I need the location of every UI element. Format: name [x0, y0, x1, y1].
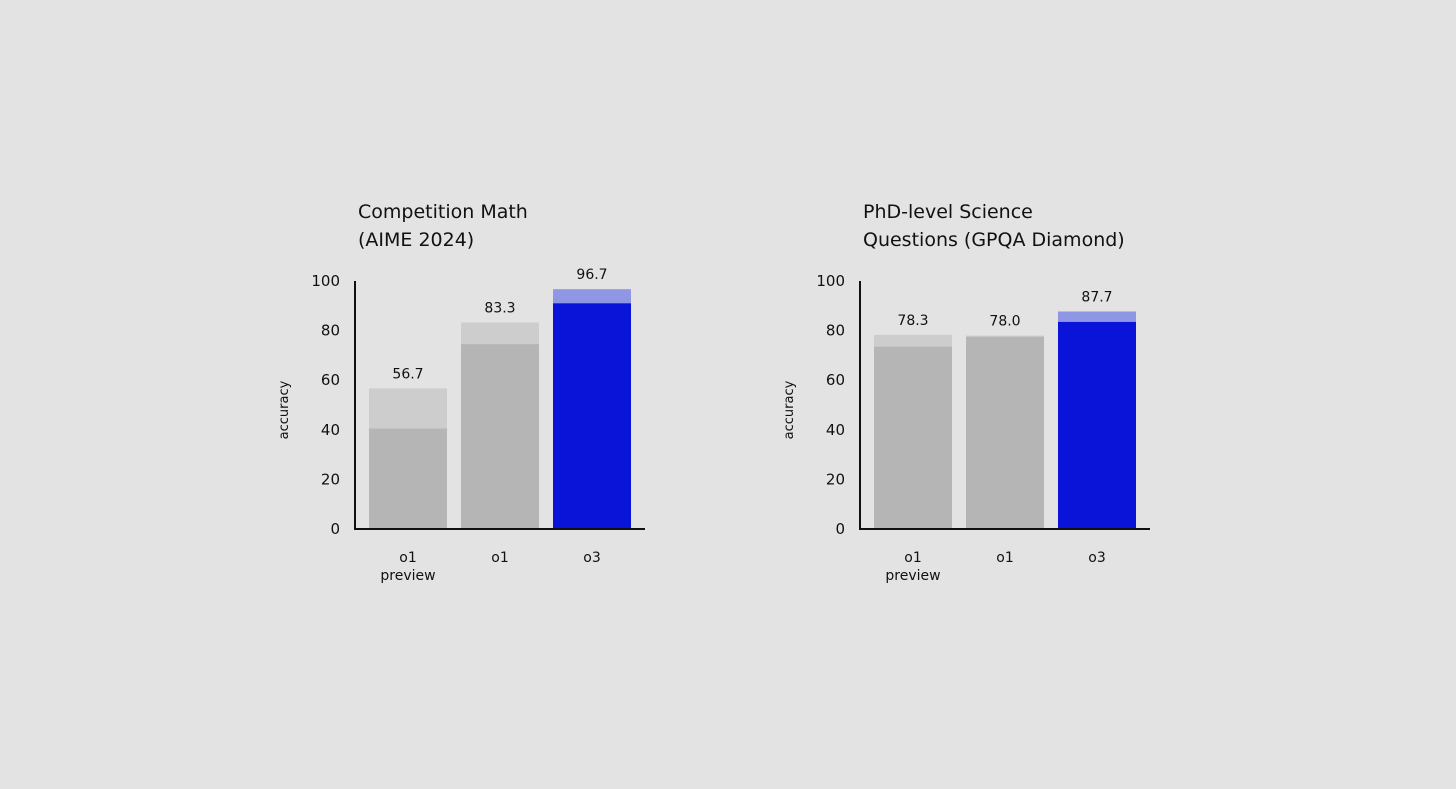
y-tick-label: 40 [826, 421, 845, 439]
y-tick-label: 20 [826, 470, 845, 488]
bar-base [966, 336, 1044, 529]
chart-title-line: Competition Math [358, 201, 528, 223]
y-tick-label: 100 [311, 272, 340, 290]
y-tick-label: 80 [826, 322, 845, 340]
chart-panel-2: PhD-level Science Questions (GPQA Diamond… [782, 201, 1150, 584]
chart-title-line: Questions (GPQA Diamond) [863, 229, 1125, 251]
bar-base [553, 303, 631, 529]
category-label: o3 [583, 550, 600, 566]
y-tick-label: 100 [816, 272, 845, 290]
y-tick-label: 60 [826, 371, 845, 389]
data-label: 56.7 [392, 366, 423, 382]
category-label: o1 [491, 550, 508, 566]
chart-title-line: (AIME 2024) [358, 229, 474, 251]
category-label: o1 [996, 550, 1013, 566]
y-tick-label: 40 [321, 421, 340, 439]
data-label: 83.3 [484, 300, 515, 316]
y-tick-label: 0 [330, 520, 340, 538]
category-label: o3 [1088, 550, 1105, 566]
category-label: preview [380, 568, 435, 584]
y-tick-label: 60 [321, 371, 340, 389]
bar-base [461, 344, 539, 529]
y-tick-label: 0 [835, 520, 845, 538]
y-tick-label: 80 [321, 322, 340, 340]
y-tick-label: 20 [321, 470, 340, 488]
y-axis-label: accuracy [277, 380, 292, 439]
category-label: o1 [399, 550, 416, 566]
category-label: preview [885, 568, 940, 584]
data-label: 87.7 [1081, 290, 1112, 306]
category-label: o1 [904, 550, 921, 566]
data-label: 96.7 [576, 267, 607, 283]
chart-title-line: PhD-level Science [863, 201, 1033, 223]
chart-panel-1: Competition Math (AIME 2024) 56.7 o1 preview… [277, 201, 645, 584]
y-axis-label: accuracy [782, 380, 797, 439]
data-label: 78.3 [897, 313, 928, 329]
bar-base [1058, 321, 1136, 529]
bar-base [369, 428, 447, 529]
data-label: 78.0 [989, 314, 1020, 330]
bar-base [874, 346, 952, 529]
